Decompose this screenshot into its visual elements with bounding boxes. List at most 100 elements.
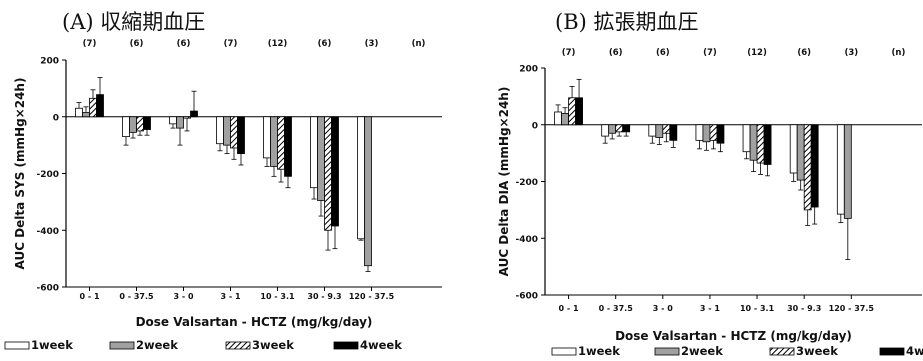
bar-2week	[561, 113, 569, 126]
bar-3week	[89, 97, 97, 118]
bar-2week	[796, 124, 805, 181]
x-axis-label: Dose Valsartan - HCTZ (mg/kg/day)	[615, 329, 852, 343]
x-tick-label: 0 - 37.5	[119, 292, 154, 301]
y-tick-label: 200	[40, 57, 59, 67]
y-tick-label: 0	[53, 113, 59, 123]
legend-swatch-2week	[109, 341, 135, 350]
legend-label-2week: 2week	[136, 338, 178, 352]
n-label: (6)	[177, 39, 191, 49]
x-tick-label: 0 - 37.5	[599, 304, 634, 313]
bar-3week	[324, 116, 332, 231]
x-tick-label: 3 - 1	[700, 304, 720, 313]
bar-1week	[122, 116, 130, 138]
n-label: (7)	[703, 48, 717, 58]
bar-2week	[82, 112, 90, 118]
y-tick-label: -200	[36, 170, 59, 180]
bar-1week	[648, 124, 657, 137]
bar-3week	[756, 124, 765, 164]
bar-1week	[554, 111, 562, 126]
bar-4week	[96, 94, 104, 118]
legend-swatch-4week	[333, 341, 359, 350]
legend-swatch-4week	[879, 347, 905, 356]
x-tick-label: 10 - 3.1	[260, 292, 295, 301]
legend-swatch-1week	[4, 341, 30, 350]
bar-2week	[317, 116, 325, 201]
y-axis-label: AUC Delta DIA (mmHg×24h)	[497, 87, 511, 277]
bar-2week	[129, 116, 137, 133]
bar-2week	[749, 124, 758, 161]
n-label: (7)	[83, 39, 97, 49]
n-label: (n)	[892, 48, 906, 58]
bar-1week	[263, 116, 271, 159]
x-tick-label: 30 - 9.3	[307, 292, 341, 301]
bar-2week	[176, 116, 184, 129]
bar-3week	[568, 97, 576, 126]
bar-1week	[601, 124, 610, 137]
x-tick-label: 30 - 9.3	[787, 304, 821, 313]
n-label: (12)	[747, 48, 767, 58]
bar-4week	[237, 116, 245, 155]
bar-3week	[230, 116, 238, 149]
bar-1week	[836, 124, 845, 215]
bar-3week	[662, 124, 671, 134]
bar-2week	[608, 124, 617, 134]
bar-3week	[277, 116, 285, 170]
n-label: (12)	[268, 39, 288, 49]
legend-label-3week: 3week	[796, 344, 838, 358]
bar-2week	[702, 124, 711, 143]
legend-swatch-3week	[225, 341, 251, 350]
bar-3week	[709, 124, 718, 141]
legend-label-2week: 2week	[681, 344, 723, 358]
n-label: (6)	[130, 39, 144, 49]
bar-4week	[190, 110, 198, 118]
chart-panel-b: 200 0 -200 -400 -600 AUC Delta DIA (mmHg×24h)…	[497, 48, 923, 358]
n-label: (6)	[318, 39, 332, 49]
bar-2week	[364, 116, 372, 267]
x-tick-label: 120 - 37.5	[829, 304, 875, 313]
x-tick-label: 0 - 1	[559, 304, 579, 313]
bar-1week	[742, 124, 751, 153]
legend-swatch-1week	[551, 347, 577, 356]
panel-b-title: (B) 拡張期血圧	[555, 10, 699, 34]
y-tick-label: -400	[515, 235, 538, 245]
legend-label-1week: 1week	[578, 344, 620, 358]
bar-4week	[716, 124, 725, 144]
y-tick-label: -400	[36, 227, 59, 237]
n-label: (6)	[656, 48, 670, 58]
bar-2week	[655, 124, 664, 138]
y-tick-label: -600	[36, 284, 59, 294]
bar-3week	[183, 116, 191, 119]
bar-2week	[843, 124, 852, 219]
x-tick-label: 0 - 1	[79, 292, 99, 301]
y-tick-label: 0	[532, 121, 538, 131]
legend-swatch-2week	[654, 347, 680, 356]
bar-1week	[357, 116, 365, 240]
y-tick-label: 200	[519, 65, 538, 75]
legend-label-1week: 1week	[31, 338, 73, 352]
legend-label-4week: 4week	[360, 338, 402, 352]
x-tick-label: 120 - 37.5	[349, 292, 395, 301]
y-axis-label: AUC Delta SYS (mmHg×24h)	[13, 78, 27, 270]
bar-3week	[803, 124, 812, 211]
bar-4week	[763, 124, 772, 165]
x-tick-label: 3 - 0	[653, 304, 673, 313]
bar-1week	[75, 107, 83, 118]
bar-4week	[331, 116, 339, 227]
n-label: (3)	[844, 48, 858, 58]
bar-4week	[810, 124, 819, 208]
bar-4week	[622, 124, 631, 133]
bar-1week	[695, 124, 704, 141]
bar-1week	[216, 116, 224, 145]
bar-3week	[136, 116, 144, 132]
legend-label-3week: 3week	[252, 338, 294, 352]
bar-2week	[223, 116, 231, 146]
y-tick-label: -600	[515, 292, 538, 302]
y-tick-label: -200	[515, 178, 538, 188]
bar-2week	[270, 116, 278, 167]
bar-1week	[169, 116, 177, 125]
n-label: (7)	[562, 48, 576, 58]
x-tick-label: 10 - 3.1	[740, 304, 775, 313]
bar-4week	[575, 97, 583, 126]
panel-a-title: (A) 収縮期血圧	[62, 10, 206, 34]
